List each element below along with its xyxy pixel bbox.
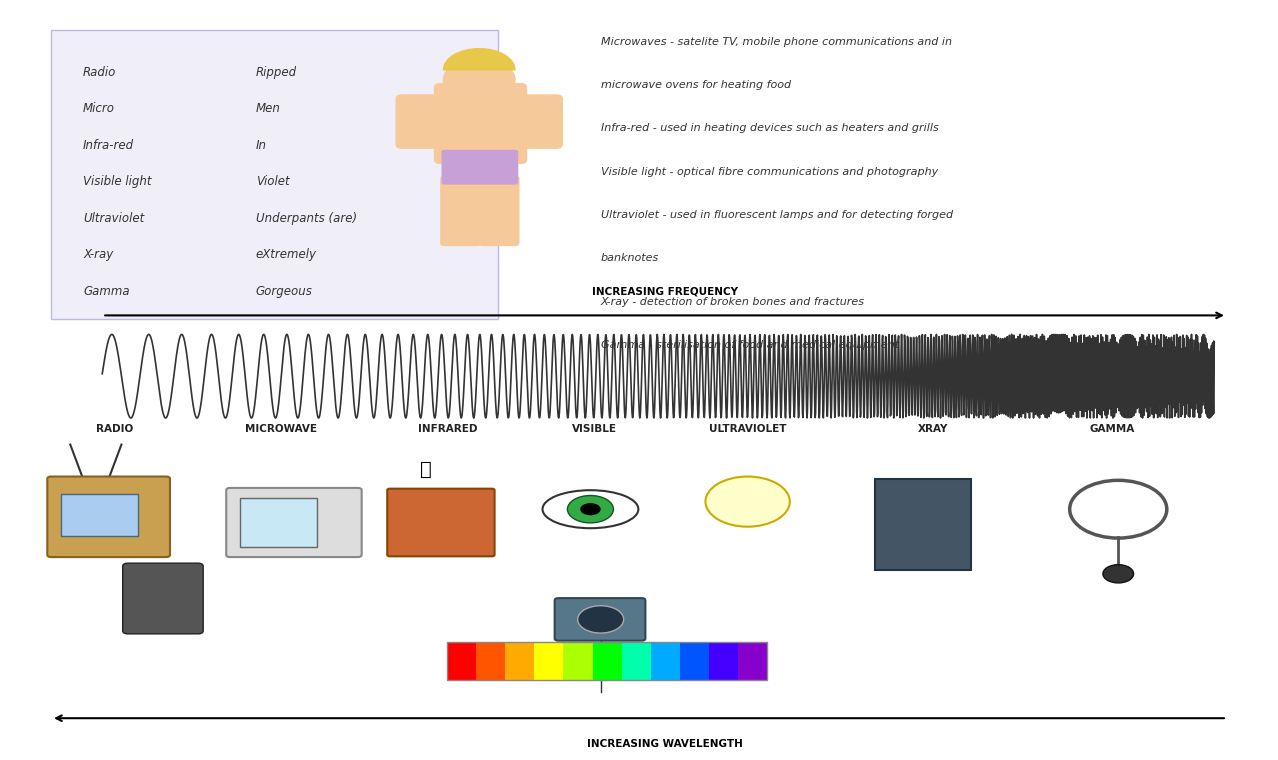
Text: eXtremely: eXtremely — [256, 248, 317, 261]
Text: 🔥: 🔥 — [419, 460, 432, 479]
Wedge shape — [443, 49, 515, 70]
Text: X-ray: X-ray — [83, 248, 114, 261]
Circle shape — [567, 496, 613, 523]
Text: Violet: Violet — [256, 175, 289, 188]
FancyBboxPatch shape — [47, 477, 170, 557]
FancyBboxPatch shape — [123, 563, 203, 634]
Text: Micro: Micro — [83, 102, 115, 116]
Bar — [477, 642, 506, 680]
Text: INFRARED: INFRARED — [418, 424, 477, 435]
Text: XRAY: XRAY — [918, 424, 948, 435]
Text: X-ray - detection of broken bones and fractures: X-ray - detection of broken bones and fr… — [601, 296, 865, 307]
FancyBboxPatch shape — [396, 95, 454, 148]
Circle shape — [705, 477, 790, 527]
Circle shape — [578, 606, 624, 633]
Text: microwave ovens for heating food: microwave ovens for heating food — [601, 80, 791, 90]
FancyBboxPatch shape — [435, 84, 527, 163]
Text: Infra-red - used in heating devices such as heaters and grills: Infra-red - used in heating devices such… — [601, 123, 938, 134]
Text: INCREASING WAVELENGTH: INCREASING WAVELENGTH — [587, 739, 743, 749]
Circle shape — [443, 59, 515, 101]
Bar — [564, 642, 594, 680]
Text: Gorgeous: Gorgeous — [256, 284, 313, 298]
Bar — [621, 642, 652, 680]
FancyBboxPatch shape — [226, 488, 362, 557]
Text: Ripped: Ripped — [256, 65, 296, 79]
Text: Infra-red: Infra-red — [83, 138, 134, 152]
Text: banknotes: banknotes — [601, 253, 659, 264]
FancyBboxPatch shape — [505, 95, 562, 148]
Text: RADIO: RADIO — [96, 424, 134, 435]
Text: Ultraviolet - used in fluorescent lamps and for detecting forged: Ultraviolet - used in fluorescent lamps … — [601, 210, 953, 220]
Bar — [534, 642, 565, 680]
Text: Radio: Radio — [83, 65, 116, 79]
Circle shape — [580, 503, 601, 515]
Text: GAMMA: GAMMA — [1089, 424, 1135, 435]
Bar — [51, 30, 498, 319]
Text: In: In — [256, 138, 267, 152]
Text: MICROWAVE: MICROWAVE — [245, 424, 317, 435]
Text: Gamma: Gamma — [83, 284, 129, 298]
FancyBboxPatch shape — [441, 176, 481, 245]
FancyBboxPatch shape — [555, 598, 645, 641]
Text: Men: Men — [256, 102, 280, 116]
FancyBboxPatch shape — [387, 489, 495, 556]
Text: INCREASING FREQUENCY: INCREASING FREQUENCY — [592, 287, 737, 296]
Bar — [709, 642, 739, 680]
Bar — [875, 479, 971, 570]
Bar — [680, 642, 711, 680]
FancyBboxPatch shape — [479, 176, 519, 245]
Bar — [737, 642, 768, 680]
Text: Ultraviolet: Ultraviolet — [83, 211, 144, 225]
FancyBboxPatch shape — [442, 150, 518, 184]
Text: Underpants (are): Underpants (are) — [256, 211, 357, 225]
Bar — [593, 642, 622, 680]
Bar — [61, 494, 138, 536]
Bar — [505, 642, 535, 680]
Bar — [447, 642, 478, 680]
Bar — [651, 642, 681, 680]
Bar — [447, 642, 767, 680]
Text: Visible light: Visible light — [83, 175, 152, 188]
Ellipse shape — [543, 490, 639, 528]
Text: ULTRAVIOLET: ULTRAVIOLET — [709, 424, 786, 435]
Circle shape — [1103, 565, 1134, 583]
Text: Microwaves - satelite TV, mobile phone communications and in: Microwaves - satelite TV, mobile phone c… — [601, 36, 952, 47]
Text: VISIBLE: VISIBLE — [571, 424, 617, 435]
Text: Gamma - sterilisation of food and medical equipment: Gamma - sterilisation of food and medica… — [601, 340, 898, 350]
Bar — [240, 498, 317, 547]
Text: Visible light - optical fibre communications and photography: Visible light - optical fibre communicat… — [601, 166, 938, 177]
